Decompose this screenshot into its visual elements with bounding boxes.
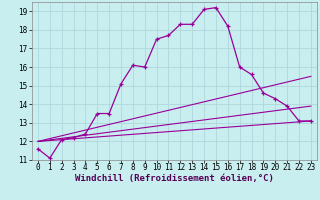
X-axis label: Windchill (Refroidissement éolien,°C): Windchill (Refroidissement éolien,°C): [75, 174, 274, 183]
